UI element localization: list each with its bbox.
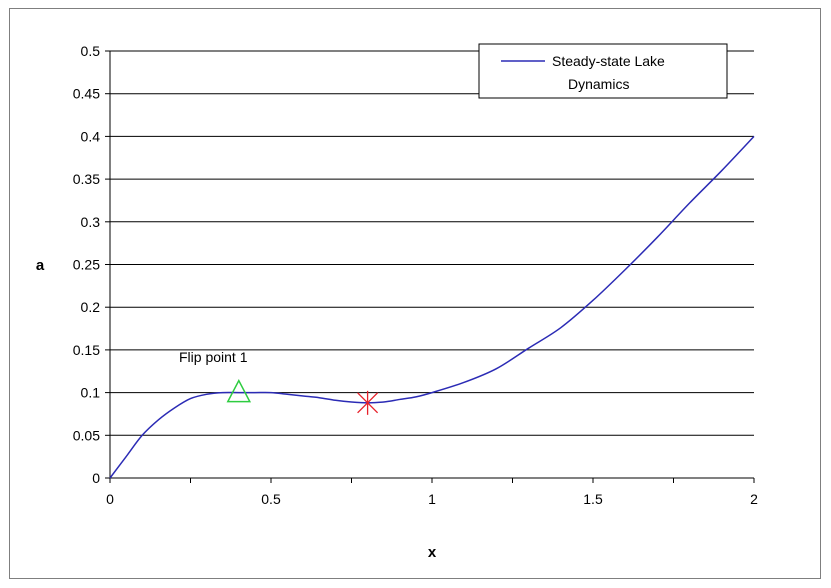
flip-point-1-label: Flip point 1 <box>179 349 248 365</box>
y-tick-label-7: 0.35 <box>73 171 100 187</box>
y-axis-title: a <box>36 257 45 274</box>
y-tick-label-4: 0.2 <box>81 299 101 315</box>
x-tick-label-2: 1 <box>428 491 436 507</box>
series-layer <box>109 135 755 479</box>
x-tick-label-4: 2 <box>750 491 758 507</box>
x-tick-label-1: 0.5 <box>261 491 281 507</box>
y-tick-label-10: 0.5 <box>81 43 101 59</box>
y-tick-label-2: 0.1 <box>81 385 101 401</box>
y-tick-label-6: 0.3 <box>81 214 101 230</box>
series-line-0 <box>109 135 755 479</box>
y-tick-label-8: 0.4 <box>81 128 101 144</box>
legend-entry-line-2: Dynamics <box>568 76 629 92</box>
y-tick-label-3: 0.15 <box>73 342 100 358</box>
legend: Steady-state Lake Dynamics <box>478 43 728 99</box>
star-marker <box>357 390 379 415</box>
markers <box>226 378 379 415</box>
axes: 0 0.05 0.1 0.15 0.2 0.25 0.3 0.35 0.4 0.45 0.5 0 0.5… <box>73 43 758 507</box>
x-tick-label-3: 1.5 <box>583 491 603 507</box>
x-axis-title: x <box>428 544 437 561</box>
y-tick-label-5: 0.25 <box>73 257 100 273</box>
flip-point-1-marker <box>226 378 252 403</box>
y-tick-label-0: 0 <box>92 470 100 486</box>
legend-entry-line-1: Steady-state Lake <box>552 53 665 69</box>
gridlines <box>110 50 754 436</box>
y-tick-label-1: 0.05 <box>73 427 100 443</box>
chart-frame <box>9 8 821 579</box>
y-tick-label-9: 0.45 <box>73 86 100 102</box>
x-tick-label-0: 0 <box>106 491 114 507</box>
legend-box <box>478 43 728 99</box>
